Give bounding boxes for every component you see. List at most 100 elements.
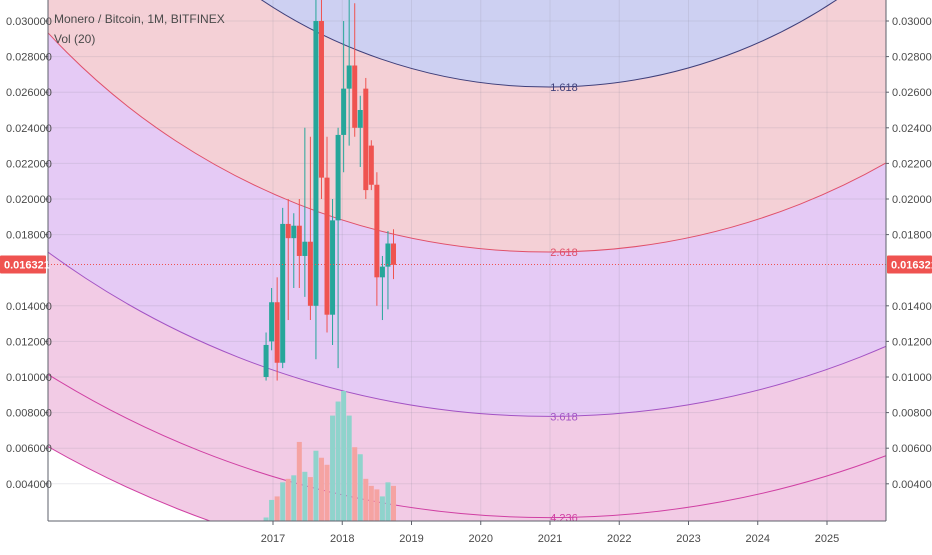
volume-bar (346, 415, 352, 521)
left-tick-label: 0.024000 (6, 123, 52, 135)
candle-body (341, 88, 347, 135)
left-last-price-badge (0, 255, 46, 274)
volume-bar (363, 478, 369, 521)
time-tick-label: 2018 (330, 533, 354, 545)
volume-bar (291, 475, 297, 521)
candle-body (330, 220, 336, 315)
right-tick-label: 0.008000 (892, 408, 932, 420)
fib-level-labels: 1.618 2.618 3.618 4.236 (550, 82, 578, 525)
volume-bar (379, 496, 385, 521)
right-tick-label: 0.020000 (892, 194, 932, 206)
time-tick-label: 2021 (538, 533, 562, 545)
volume-bar (335, 401, 341, 521)
volume-bar (352, 447, 358, 521)
candle-body (346, 65, 352, 89)
candle-body (274, 302, 280, 363)
right-tick-label: 0.004000 (892, 479, 932, 491)
left-last-price-label: 0.016321 (4, 259, 50, 271)
right-tick-label: 0.026000 (892, 87, 932, 99)
fib-label-2.618: 2.618 (550, 247, 578, 259)
fib-arc-2.618 (48, 31, 886, 253)
left-tick-label: 0.030000 (6, 16, 52, 28)
volume-bar (318, 457, 324, 521)
volume-bar (368, 485, 374, 521)
candle-body (390, 243, 396, 265)
left-tick-label: 0.018000 (6, 230, 52, 242)
right-tick-label: 0.006000 (892, 443, 932, 455)
volume-bar (263, 517, 269, 521)
left-tick-label: 0.006000 (6, 443, 52, 455)
volume-bar (374, 489, 380, 521)
candle-body (269, 302, 275, 342)
volume-bar (385, 482, 391, 521)
volume-bar (390, 485, 396, 521)
left-price-axis[interactable]: 0.030000 0.028000 0.026000 0.024000 0.022000… (6, 16, 52, 491)
volume-bars (263, 391, 396, 521)
right-tick-label: 0.014000 (892, 301, 932, 313)
volume-bar (269, 499, 275, 521)
volume-bar (313, 450, 319, 521)
left-tick-label: 0.008000 (6, 408, 52, 420)
time-tick-label: 2019 (399, 533, 423, 545)
right-tick-label: 0.030000 (892, 16, 932, 28)
right-last-price-label: 0.016321 (891, 259, 932, 271)
price-candles (263, 0, 396, 381)
candle-body (379, 266, 385, 278)
candle-body (318, 21, 324, 178)
candle-body (335, 134, 341, 221)
candle-body (263, 344, 269, 377)
right-tick-label: 0.018000 (892, 230, 932, 242)
volume-bar (302, 471, 308, 521)
candle-body (302, 241, 308, 256)
time-tick-label: 2022 (607, 533, 631, 545)
fib-label-1.618: 1.618 (550, 82, 578, 94)
volume-bar (330, 415, 336, 521)
candle-body (280, 223, 286, 363)
fib-arc-1.618 (261, 0, 837, 88)
left-tick-label: 0.020000 (6, 194, 52, 206)
fib-label-3.618: 3.618 (550, 411, 578, 423)
time-tick-label: 2024 (746, 533, 770, 545)
time-tick-label: 2023 (676, 533, 700, 545)
volume-bar (280, 482, 286, 521)
candle-body (357, 110, 363, 128)
candle-body (285, 223, 291, 239)
right-tick-label: 0.024000 (892, 123, 932, 135)
volume-bar (274, 496, 280, 521)
right-tick-label: 0.012000 (892, 336, 932, 348)
candle-body (313, 21, 319, 306)
fib-arc-3.618 (48, 251, 886, 417)
volume-bar (307, 477, 313, 521)
left-tick-label: 0.026000 (6, 87, 52, 99)
right-tick-label: 0.028000 (892, 52, 932, 64)
fib-label-4.236: 4.236 (550, 513, 578, 525)
candle-body (352, 65, 358, 128)
time-axis[interactable]: 2017 2018 2019 2020 2021 2022 2023 2024 2025 (261, 521, 839, 545)
left-tick-label: 0.004000 (6, 479, 52, 491)
candle-body (374, 184, 380, 278)
candle-body (296, 225, 302, 256)
time-tick-label: 2017 (261, 533, 285, 545)
left-tick-label: 0.028000 (6, 52, 52, 64)
right-last-price-badge (887, 255, 932, 274)
right-price-axis[interactable]: 0.030000 0.028000 0.026000 0.024000 0.022000… (886, 16, 932, 491)
volume-bar (357, 454, 363, 521)
time-tick-label: 2020 (469, 533, 493, 545)
right-tick-label: 0.022000 (892, 158, 932, 170)
fib-arc-4.236 (48, 373, 886, 518)
volume-bar (341, 391, 347, 521)
volume-bar (324, 464, 330, 521)
volume-bar (285, 478, 291, 521)
right-tick-label: 0.010000 (892, 372, 932, 384)
candle-body (385, 243, 391, 267)
candle-body (324, 177, 330, 315)
candle-body (368, 145, 374, 185)
grid-lines (48, 0, 886, 521)
left-tick-label: 0.012000 (6, 336, 52, 348)
left-tick-label: 0.014000 (6, 301, 52, 313)
volume-bar (296, 441, 302, 521)
